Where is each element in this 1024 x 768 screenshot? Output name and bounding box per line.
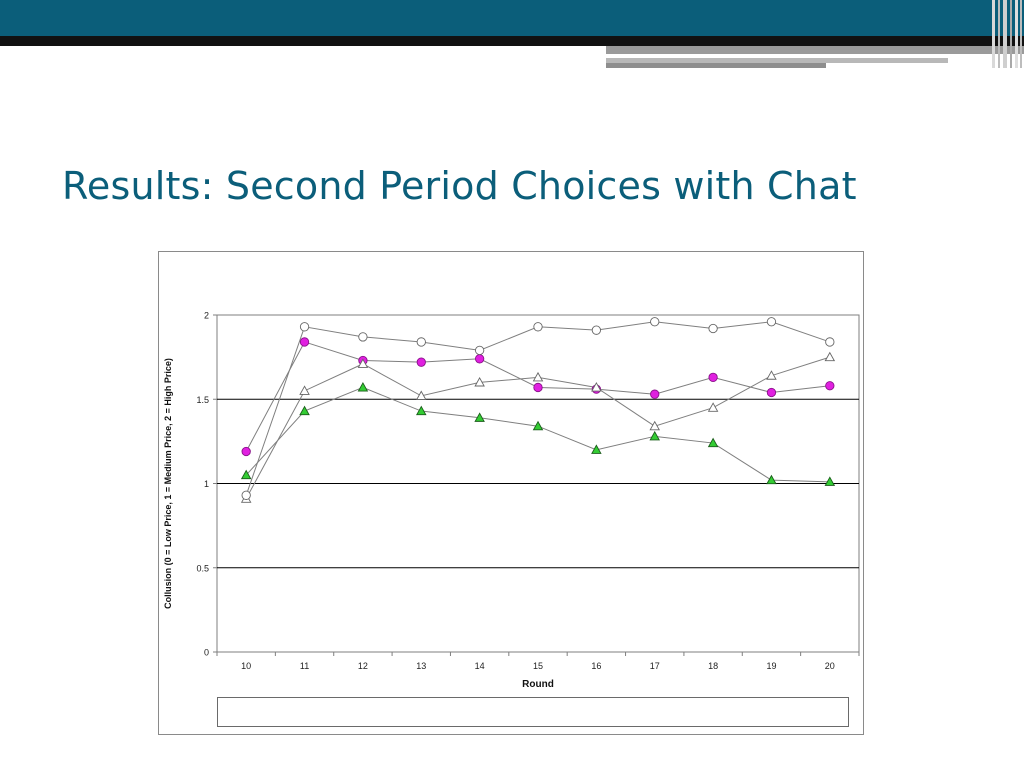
data-point-series-3 xyxy=(416,390,427,400)
data-point-series-3 xyxy=(766,370,777,380)
data-point-series-1 xyxy=(766,474,777,485)
data-point-series-1 xyxy=(357,382,369,392)
data-point-series-3 xyxy=(474,376,485,387)
chart-legend xyxy=(217,697,849,727)
chart-frame: 0 0.5 1 1.5 2 10 11 12 13 14 15 16 17 18 19 20 Round Coll… xyxy=(158,251,864,735)
data-point-series-1 xyxy=(532,420,544,431)
data-point-series-3 xyxy=(299,385,310,395)
header-deco-bar xyxy=(606,54,948,58)
y-axis-title: Collusion (0 = Low Price, 1 = Medium Pri… xyxy=(163,358,173,609)
data-point-series-1 xyxy=(824,476,836,486)
series-line-4 xyxy=(245,321,830,496)
data-point-series-2 xyxy=(650,389,660,399)
data-point-series-3 xyxy=(591,382,602,392)
data-point-series-2 xyxy=(474,354,485,364)
x-tick-label: 12 xyxy=(358,661,368,671)
x-tick-label: 13 xyxy=(416,661,426,671)
y-tick-label: 0 xyxy=(204,648,209,658)
x-tick-label: 11 xyxy=(300,661,309,671)
data-point-series-1 xyxy=(707,437,719,448)
x-tick-label: 17 xyxy=(650,661,660,671)
y-tick-label: 0.5 xyxy=(196,563,209,573)
header-black-rule xyxy=(0,36,1024,46)
data-point-series-4 xyxy=(825,337,835,347)
y-tick-label: 2 xyxy=(204,311,209,321)
x-tick-label: 16 xyxy=(591,661,601,671)
header-deco-bar xyxy=(606,58,948,63)
data-point-series-4 xyxy=(650,317,660,327)
data-point-series-1 xyxy=(474,412,485,422)
line-chart: 0 0.5 1 1.5 2 10 11 12 13 14 15 16 17 18 19 20 Round Coll… xyxy=(163,311,860,717)
data-point-series-2 xyxy=(416,357,426,367)
series-line-2 xyxy=(245,341,830,452)
x-tick-label: 15 xyxy=(533,661,543,671)
series-line-1 xyxy=(245,386,830,483)
x-tick-label: 20 xyxy=(825,661,835,671)
data-point-series-4 xyxy=(708,323,718,334)
data-point-series-1 xyxy=(649,430,660,441)
y-tick-label: 1 xyxy=(204,479,209,489)
header-deco-bar xyxy=(606,63,826,68)
data-point-series-2 xyxy=(825,381,835,391)
data-point-series-3 xyxy=(649,420,660,431)
data-point-series-1 xyxy=(416,405,427,416)
data-point-series-4 xyxy=(241,490,251,500)
data-point-series-3 xyxy=(707,402,719,412)
data-point-series-4 xyxy=(474,345,485,356)
data-point-series-2 xyxy=(241,446,251,457)
x-tick-label: 18 xyxy=(708,661,718,671)
slide-title: Results: Second Period Choices with Chat xyxy=(62,164,857,208)
x-tick-label: 19 xyxy=(766,661,776,671)
data-point-series-2 xyxy=(299,337,310,347)
x-tick-label: 14 xyxy=(475,661,485,671)
data-point-series-4 xyxy=(299,322,310,332)
data-point-series-1 xyxy=(240,469,252,480)
data-point-series-2 xyxy=(766,387,777,398)
data-point-series-4 xyxy=(416,337,426,347)
data-point-series-2 xyxy=(708,372,718,382)
data-point-series-4 xyxy=(358,332,368,342)
data-point-series-2 xyxy=(533,382,543,393)
y-tick-label: 1.5 xyxy=(196,395,209,405)
data-point-series-4 xyxy=(533,322,543,332)
data-point-series-1 xyxy=(299,405,310,416)
data-point-series-4 xyxy=(766,317,777,327)
data-point-series-4 xyxy=(591,325,602,335)
header-deco-bar xyxy=(606,46,1024,54)
data-point-series-3 xyxy=(532,371,544,382)
data-point-series-3 xyxy=(357,358,369,368)
x-axis-title: Round xyxy=(522,679,554,690)
data-point-series-1 xyxy=(591,444,602,454)
header-band xyxy=(0,0,1024,36)
x-tick-label: 10 xyxy=(241,661,251,671)
header-deco-stripes xyxy=(990,0,1024,68)
data-point-series-3 xyxy=(824,351,836,362)
